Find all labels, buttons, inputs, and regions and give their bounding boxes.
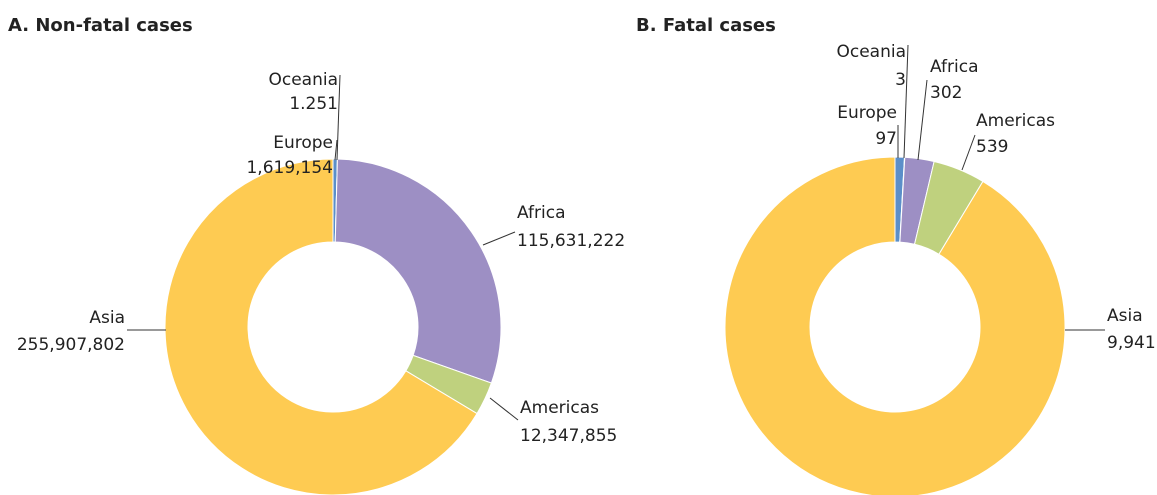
- category-label: Asia: [1107, 306, 1143, 326]
- value-label: 255,907,802: [17, 335, 125, 355]
- donut-segment: [724, 156, 1066, 495]
- category-label: Europe: [273, 133, 333, 153]
- donut-segment: [334, 158, 502, 384]
- value-label: 539: [976, 137, 1008, 157]
- leader-line: [903, 44, 909, 159]
- category-label: Africa: [930, 57, 979, 77]
- category-label: Oceania: [268, 70, 338, 90]
- value-label: 9,941: [1107, 333, 1156, 353]
- leader-line: [336, 74, 341, 161]
- leader-line: [961, 134, 976, 171]
- leader-line: [482, 231, 516, 246]
- category-label: Europe: [837, 103, 897, 123]
- leader-line: [334, 139, 338, 161]
- category-label: Americas: [976, 111, 1055, 131]
- value-label: 1,619,154: [246, 158, 333, 178]
- chart-title: B. Fatal cases: [636, 15, 776, 36]
- category-label: Oceania: [836, 42, 906, 62]
- donut-segment: [164, 158, 478, 495]
- category-label: Americas: [520, 398, 599, 418]
- value-label: 12,347,855: [520, 426, 617, 446]
- value-label: 97: [875, 129, 897, 149]
- category-label: Africa: [517, 203, 566, 223]
- value-label: 3: [895, 70, 906, 90]
- value-label: 302: [930, 83, 962, 103]
- leader-line: [489, 397, 519, 421]
- value-label: 1.251: [289, 94, 338, 114]
- value-label: 115,631,222: [517, 231, 625, 251]
- category-label: Asia: [89, 308, 125, 328]
- leader-line: [917, 79, 928, 161]
- chart-title: A. Non-fatal cases: [8, 15, 193, 36]
